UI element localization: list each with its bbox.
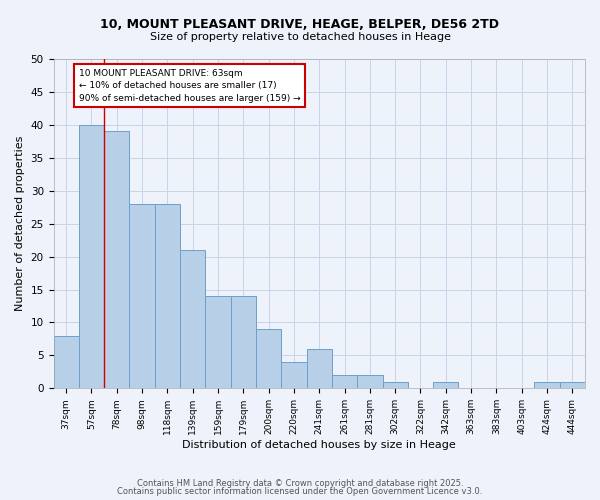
Bar	[180, 250, 205, 388]
Bar	[281, 362, 307, 388]
Text: 10, MOUNT PLEASANT DRIVE, HEAGE, BELPER, DE56 2TD: 10, MOUNT PLEASANT DRIVE, HEAGE, BELPER,…	[101, 18, 499, 30]
Bar	[256, 329, 281, 388]
Bar	[53, 336, 79, 388]
Bar	[357, 375, 383, 388]
Text: Contains HM Land Registry data © Crown copyright and database right 2025.: Contains HM Land Registry data © Crown c…	[137, 478, 463, 488]
Text: Size of property relative to detached houses in Heage: Size of property relative to detached ho…	[149, 32, 451, 42]
Text: Contains public sector information licensed under the Open Government Licence v3: Contains public sector information licen…	[118, 487, 482, 496]
Bar	[155, 204, 180, 388]
Y-axis label: Number of detached properties: Number of detached properties	[15, 136, 25, 312]
Text: 10 MOUNT PLEASANT DRIVE: 63sqm
← 10% of detached houses are smaller (17)
90% of : 10 MOUNT PLEASANT DRIVE: 63sqm ← 10% of …	[79, 69, 301, 103]
Bar	[560, 382, 585, 388]
Bar	[383, 382, 408, 388]
Bar	[130, 204, 155, 388]
X-axis label: Distribution of detached houses by size in Heage: Distribution of detached houses by size …	[182, 440, 456, 450]
Bar	[79, 125, 104, 388]
Bar	[535, 382, 560, 388]
Bar	[433, 382, 458, 388]
Bar	[307, 349, 332, 389]
Bar	[332, 375, 357, 388]
Bar	[104, 132, 130, 388]
Bar	[230, 296, 256, 388]
Bar	[205, 296, 230, 388]
